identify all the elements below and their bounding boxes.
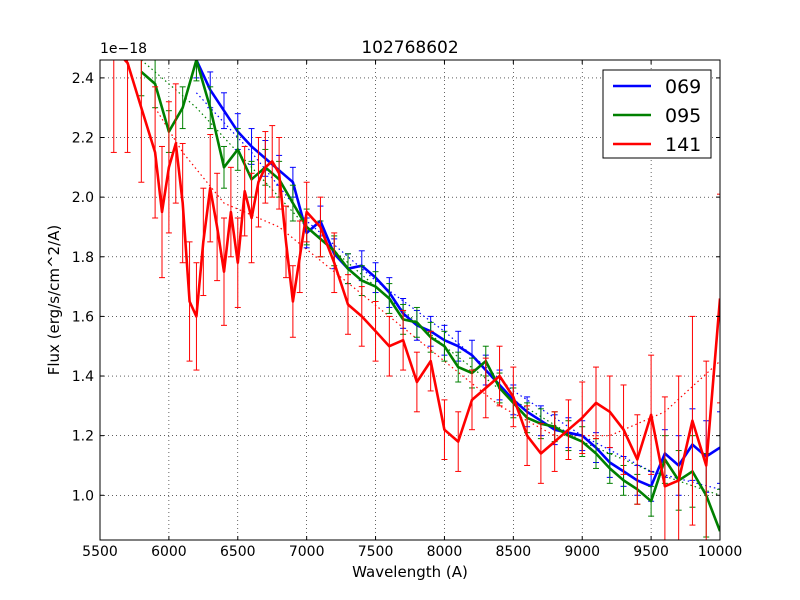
- y-tick-label: 1.4: [72, 369, 94, 385]
- x-tick-label: 7500: [358, 544, 394, 560]
- legend-label-069: 069: [665, 76, 701, 98]
- x-tick-label: 8500: [496, 544, 532, 560]
- chart-title: 102768602: [361, 38, 458, 58]
- legend: 069 095 141: [603, 70, 711, 158]
- x-tick-label: 6000: [151, 544, 187, 560]
- x-tick-label: 7000: [289, 544, 325, 560]
- y-offset-label: 1e−18: [100, 41, 147, 57]
- x-tick-label: 9500: [633, 544, 669, 560]
- y-tick-label: 1.0: [72, 488, 94, 504]
- y-tick-label: 2.0: [72, 190, 94, 206]
- legend-label-095: 095: [665, 105, 701, 127]
- x-tick-label: 10000: [698, 544, 743, 560]
- y-tick-label: 1.8: [72, 250, 94, 266]
- y-tick-label: 2.4: [72, 71, 94, 87]
- legend-label-141: 141: [665, 134, 701, 156]
- y-axis-label: Flux (erg/s/cm^2/A): [45, 225, 63, 376]
- x-axis-label: Wavelength (A): [352, 563, 468, 581]
- y-tick-label: 1.2: [72, 429, 94, 445]
- y-tick-label: 2.2: [72, 131, 94, 147]
- x-tick-label: 5500: [82, 544, 118, 560]
- chart-figure: 102768602 1e−18 Wavelength (A) Flux (erg…: [0, 0, 800, 600]
- x-tick-label: 8000: [427, 544, 463, 560]
- x-tick-label: 9000: [564, 544, 600, 560]
- x-tick-label: 6500: [220, 544, 256, 560]
- y-tick-label: 1.6: [72, 309, 94, 325]
